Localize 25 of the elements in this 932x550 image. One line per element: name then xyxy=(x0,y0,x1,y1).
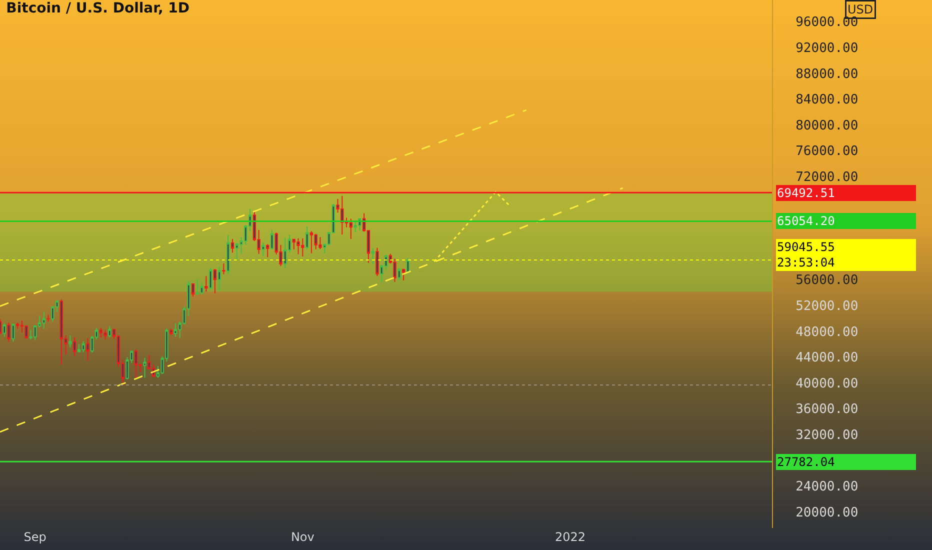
y-tick-label: 44000.00 xyxy=(796,350,858,366)
y-tick-label: 32000.00 xyxy=(796,428,858,444)
y-tick-label: 96000.00 xyxy=(796,15,858,30)
y-tick-label: 88000.00 xyxy=(796,66,858,82)
x-tick-label: Nov xyxy=(290,530,314,544)
y-tick-label: 80000.00 xyxy=(796,118,858,134)
ref-line-label: 59045.55 23:53:04 xyxy=(777,240,835,270)
x-tick-label: 2022 xyxy=(554,530,586,544)
y-axis-title: USD xyxy=(848,2,874,16)
y-tick-label: 72000.00 xyxy=(796,170,858,186)
y-tick-label: 20000.00 xyxy=(796,505,858,520)
ref-line-label: 69492.51 xyxy=(777,186,835,200)
y-tick-label: 24000.00 xyxy=(796,480,858,495)
y-tick-label: 40000.00 xyxy=(796,376,858,392)
y-tick-label: 92000.00 xyxy=(796,41,858,56)
chart-title: Bitcoin / U.S. Dollar, 1D xyxy=(6,0,190,16)
ref-line-label: 27782.04 xyxy=(777,455,835,469)
y-tick-label: 48000.00 xyxy=(796,324,858,340)
y-tick-label: 76000.00 xyxy=(796,144,858,160)
x-tick-label: Sep xyxy=(24,530,46,544)
ref-line-label: 65054.20 xyxy=(777,214,835,228)
y-tick-label: 56000.00 xyxy=(796,273,858,288)
y-tick-label: 36000.00 xyxy=(796,402,858,418)
y-tick-label: 52000.00 xyxy=(796,299,858,314)
y-tick-label: 84000.00 xyxy=(796,92,858,108)
